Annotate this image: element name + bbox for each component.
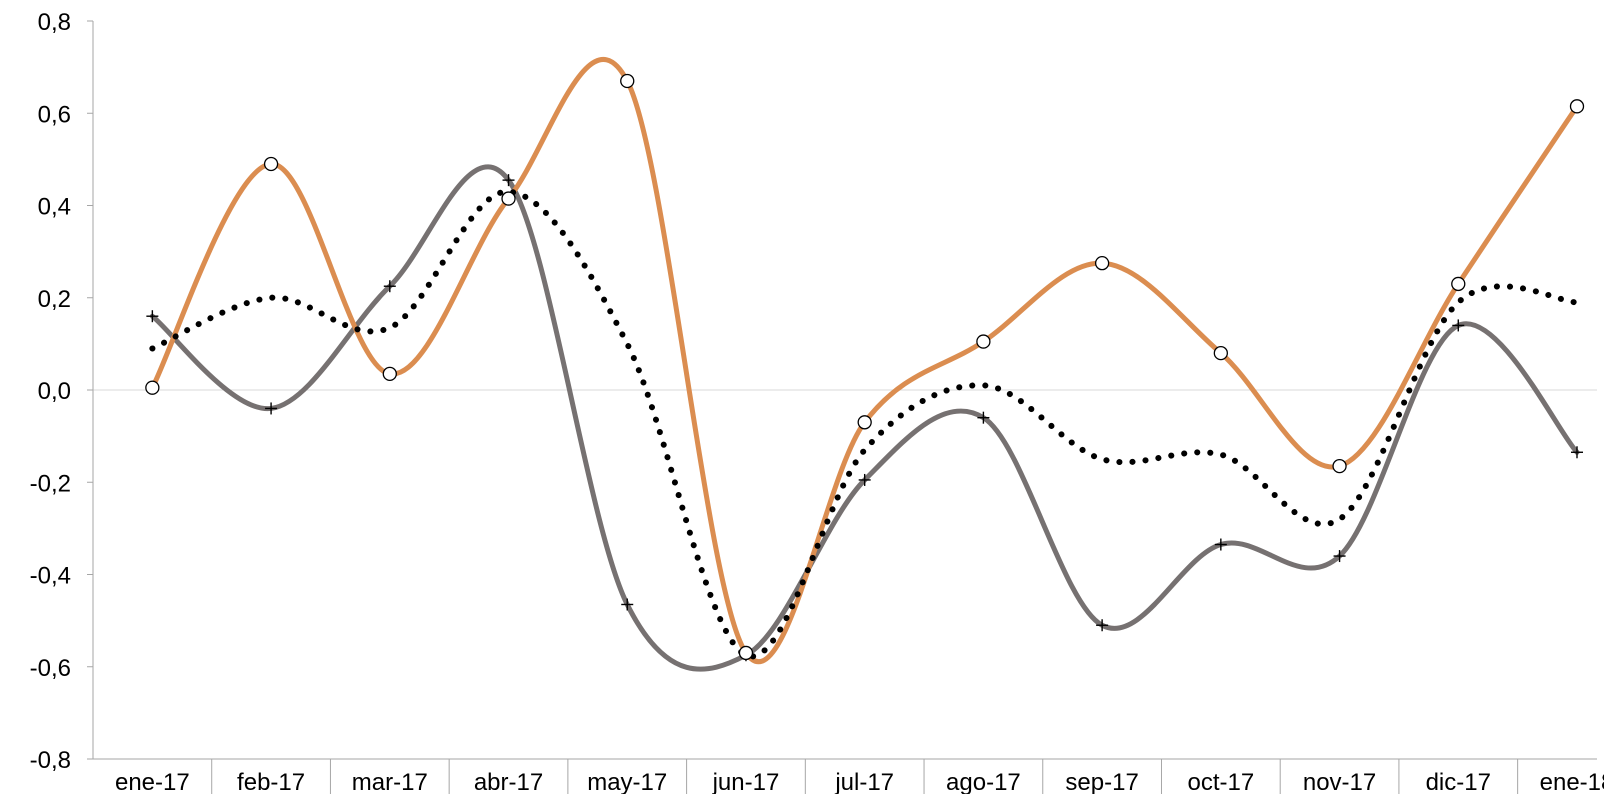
series-1-marker bbox=[977, 411, 990, 424]
series-2-marker bbox=[1451, 276, 1466, 292]
series-2-marker bbox=[857, 415, 872, 430]
series-1-marker bbox=[858, 473, 871, 486]
series-2-marker bbox=[501, 191, 516, 206]
series-2-marker bbox=[620, 73, 635, 89]
series-1-marker bbox=[1096, 619, 1109, 632]
y-tick-label: 0,4 bbox=[38, 194, 71, 221]
x-tick-label: dic-17 bbox=[1426, 769, 1491, 794]
y-tick-label: -0,6 bbox=[30, 655, 71, 682]
y-tick-label: -0,2 bbox=[30, 470, 71, 497]
x-tick-label: abr-17 bbox=[474, 769, 543, 794]
series-2-marker bbox=[263, 156, 279, 172]
series-line-3 bbox=[149, 188, 1580, 660]
series-1-marker bbox=[146, 310, 159, 323]
x-tick-label: oct-17 bbox=[1187, 769, 1254, 794]
series-1-marker bbox=[1333, 550, 1346, 563]
series-1-marker bbox=[621, 598, 634, 611]
x-tick-label: nov-17 bbox=[1303, 769, 1376, 794]
x-tick-label: ene-17 bbox=[115, 769, 190, 794]
series-1-marker bbox=[502, 174, 515, 187]
x-tick-label: jun-17 bbox=[712, 769, 780, 794]
axis-layer: 0,8 0,6 0,4 0,2 0,0 -0,2 -0,4 -0,6 -0,8 ene-17 feb… bbox=[30, 9, 1604, 796]
series-line-1 bbox=[149, 164, 1580, 672]
y-tick-label: -0,4 bbox=[30, 563, 71, 590]
x-tick-label: sep-17 bbox=[1065, 769, 1138, 794]
y-tick-label: 0,8 bbox=[38, 9, 71, 36]
series-line-2 bbox=[149, 57, 1580, 665]
y-tick-label: 0,6 bbox=[38, 101, 71, 128]
series-2-marker bbox=[1569, 99, 1585, 114]
y-tick-label: 0,2 bbox=[38, 286, 71, 313]
x-tick-label: jul-17 bbox=[834, 769, 894, 794]
series-1-marker bbox=[265, 402, 278, 415]
series-1-marker bbox=[383, 280, 396, 293]
series-1-marker bbox=[1214, 538, 1227, 551]
y-tick-label: 0,0 bbox=[38, 378, 71, 405]
series-2-marker bbox=[382, 366, 397, 382]
x-tick-label: ene-18 bbox=[1540, 769, 1604, 794]
y-tick-label: -0,8 bbox=[30, 747, 71, 774]
series-2-marker bbox=[145, 380, 160, 395]
x-tick-label: ago-17 bbox=[946, 769, 1021, 794]
series-2-marker bbox=[976, 334, 991, 349]
x-tick-label: feb-17 bbox=[237, 769, 305, 794]
series-2-marker bbox=[1213, 345, 1228, 361]
series-1-marker bbox=[1571, 446, 1583, 459]
x-tick-label: mar-17 bbox=[352, 769, 428, 794]
series-2-marker bbox=[1332, 458, 1347, 474]
series-2-marker bbox=[1094, 256, 1110, 271]
series-layer bbox=[145, 57, 1585, 672]
series-2-marker bbox=[738, 645, 754, 661]
x-tick-label: may-17 bbox=[587, 769, 667, 794]
series-1-marker bbox=[1452, 319, 1465, 332]
